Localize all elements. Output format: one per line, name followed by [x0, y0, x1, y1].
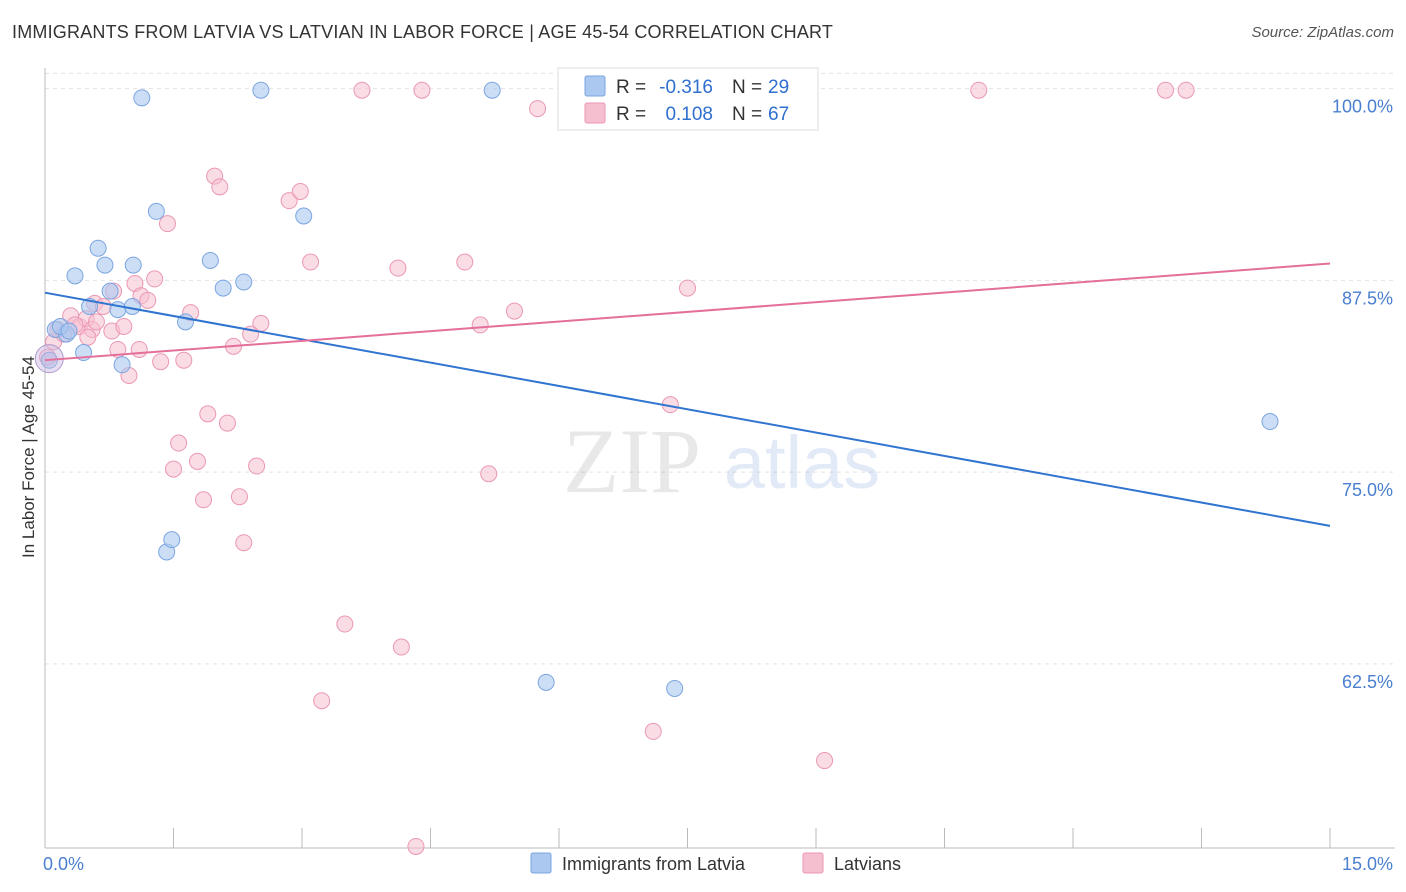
x-tick-labels: 0.0% 15.0% [43, 854, 1393, 874]
latvians-point-61 [87, 313, 105, 331]
latvians-point-20 [165, 460, 182, 478]
latvians-point-32 [235, 534, 253, 552]
latvians-point-37 [302, 253, 320, 271]
latvia-immigrants-point-8 [101, 282, 119, 300]
latvia-immigrants-point-19 [214, 279, 232, 297]
latvians-point-26 [199, 405, 217, 423]
latvia-immigrants-point-18 [201, 251, 219, 269]
latvia-immigrants-point-10 [113, 356, 131, 374]
latvians-point-46 [471, 316, 489, 334]
latvia-immigrants-point-12 [123, 297, 141, 315]
latvians-point-35 [280, 192, 298, 210]
latvians-point-57 [816, 752, 834, 770]
latvians-point-16 [139, 291, 157, 309]
latvia-immigrants-point-7 [96, 256, 114, 274]
watermark-zip: ZIP [563, 410, 701, 512]
y-tick-label-0: 62.5% [1342, 672, 1393, 692]
y-tick-label-2: 87.5% [1342, 288, 1393, 308]
latvians-trend-line [44, 262, 1331, 362]
latvians-point-42 [392, 638, 410, 656]
stats-swatch-pink [584, 102, 606, 124]
y-tick-label-1: 75.0% [1342, 480, 1393, 500]
latvians-point-31 [230, 488, 248, 506]
latvians-point-49 [529, 100, 547, 118]
latvians-point-58 [970, 81, 988, 99]
stats-n-label-1: N = [732, 77, 762, 98]
latvians-point-12 [115, 317, 133, 335]
latvians-point-24 [188, 452, 206, 470]
latvians-point-64 [130, 340, 148, 358]
latvia-immigrants-point-16 [163, 531, 181, 549]
stats-n-value-1: 29 [768, 77, 789, 98]
latvians-point-44 [413, 81, 431, 99]
latvians-point-38 [313, 692, 331, 710]
watermark-atlas: atlas [724, 421, 880, 504]
latvia-immigrants-point-26 [1261, 413, 1279, 431]
latvians-point-36 [291, 182, 309, 200]
latvians-point-47 [480, 465, 498, 483]
latvia-immigrants-point-24 [537, 673, 555, 691]
latvians-point-29 [218, 414, 236, 432]
latvians-point-18 [152, 353, 170, 371]
latvians-point-17 [146, 270, 164, 288]
latvia-immigrants-point-25 [666, 679, 684, 697]
latvians-point-59 [1157, 81, 1175, 99]
latvians-point-21 [170, 434, 188, 452]
latvians-point-54 [644, 722, 662, 740]
latvia-immigrants-trend-line [44, 291, 1331, 527]
latvia-immigrants-point-23 [483, 81, 501, 99]
legend-label-latvia: Immigrants from Latvia [562, 854, 746, 874]
y-axis-title: In Labor Force | Age 45-54 [19, 356, 38, 558]
latvians-point-43 [407, 837, 425, 855]
latvians-point-66 [79, 328, 97, 346]
y-tick-labels: 62.5% 75.0% 87.5% 100.0% [1332, 97, 1393, 692]
latvians-point-40 [353, 81, 371, 99]
x-tick-label-0: 0.0% [43, 854, 84, 874]
latvia-immigrants-point-3 [66, 267, 84, 285]
latvians-point-33 [248, 457, 266, 475]
latvia-immigrants-point-6 [89, 239, 107, 257]
bottom-legend: Immigrants from Latvia Latvians [530, 852, 901, 874]
latvians-point-41 [389, 259, 407, 277]
latvians-point-48 [505, 302, 523, 320]
stats-r-label-2: R = [616, 104, 646, 125]
trend-lines [44, 262, 1331, 527]
latvians-point-39 [336, 615, 354, 633]
stats-n-label-2: N = [732, 104, 762, 125]
grid-lines [45, 72, 1395, 665]
latvia-immigrants-point-20 [235, 273, 253, 291]
latvia-immigrants-point-28 [60, 322, 78, 340]
latvians-point-45 [456, 253, 474, 271]
axes [44, 68, 1395, 849]
x-tick-label-1: 15.0% [1342, 854, 1393, 874]
legend-swatch-latvians [802, 852, 824, 874]
y-tick-label-3: 100.0% [1332, 97, 1393, 117]
chart-source: Source: ZipAtlas.com [1251, 24, 1394, 41]
latvia-immigrants-point-22 [295, 207, 313, 225]
latvians-point-28 [211, 178, 229, 196]
latvians-point-19 [159, 215, 177, 233]
legend-label-latvians: Latvians [834, 854, 901, 874]
latvia-immigrants-point-21 [252, 81, 270, 99]
stats-r-label-1: R = [616, 77, 646, 98]
latvians-point-22 [175, 351, 193, 369]
stats-n-value-2: 67 [768, 104, 789, 125]
latvians-point-56 [679, 279, 696, 297]
stats-legend: R = -0.316 N = 29 R = 0.108 N = 67 [557, 67, 819, 131]
stats-r-value-1: -0.316 [659, 77, 713, 98]
latvians-point-60 [1177, 81, 1195, 99]
latvia-immigrants-point-11 [124, 256, 142, 274]
chart-title: IMMIGRANTS FROM LATVIA VS LATVIAN IN LAB… [12, 22, 834, 42]
stats-r-value-2: 0.108 [665, 104, 713, 125]
stats-swatch-blue [584, 75, 606, 97]
latvia-immigrants-point-14 [147, 202, 165, 220]
legend-swatch-latvia [530, 852, 552, 874]
latvians-point-25 [194, 491, 212, 509]
latvia-immigrants-points [34, 81, 1279, 697]
latvia-immigrants-point-13 [133, 89, 151, 107]
